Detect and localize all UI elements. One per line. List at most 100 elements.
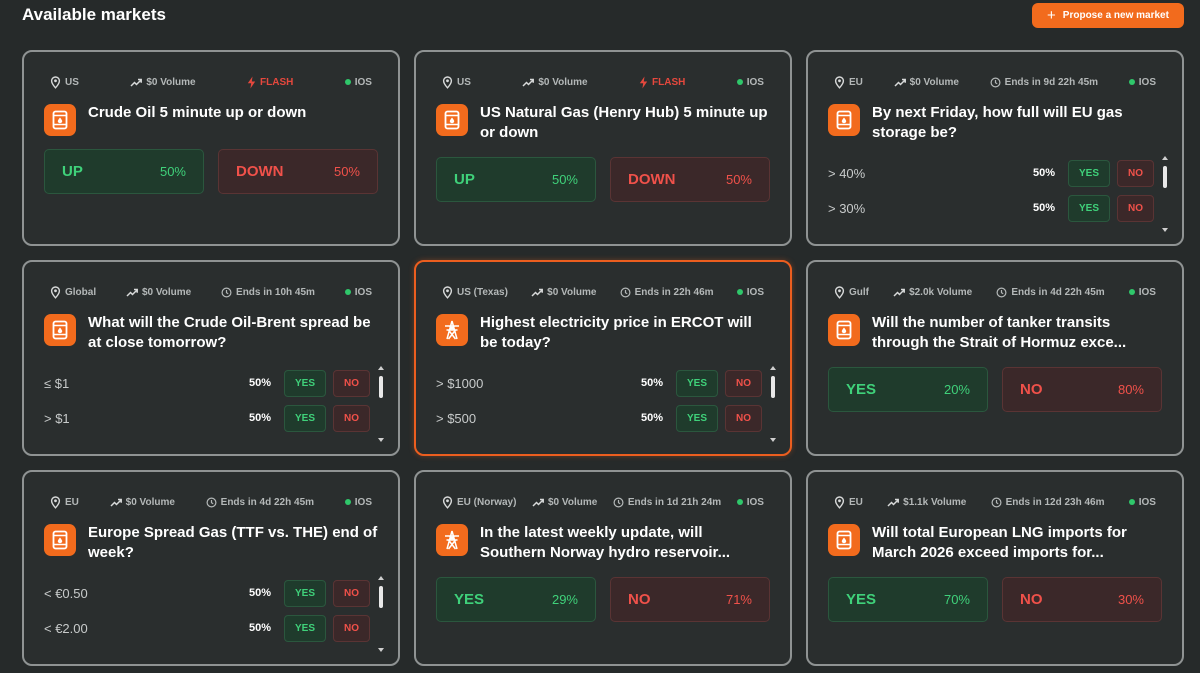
status-dot-icon (736, 79, 743, 85)
end-time: Ends in 4d 22h 45m (206, 497, 314, 508)
volume-tag: $0 Volume (130, 77, 196, 88)
scroll-down-icon[interactable] (1162, 228, 1168, 232)
buy-yes-button[interactable]: UP 50% (436, 157, 596, 202)
scroll-down-icon[interactable] (378, 648, 384, 652)
trend-up-icon (893, 288, 906, 297)
scroll-up-icon[interactable] (1162, 156, 1168, 160)
market-title: In the latest weekly update, will Southe… (480, 524, 731, 561)
trend-up-icon (894, 78, 906, 87)
buy-yes-button[interactable]: YES (1068, 194, 1110, 222)
scrollbar-thumb[interactable] (771, 376, 775, 398)
buy-no-button[interactable]: NO (1117, 194, 1154, 222)
power-tower-icon (436, 524, 468, 556)
yes-probability: 50% (159, 164, 186, 179)
volume-tag: $2.0k Volume (893, 287, 972, 298)
buy-yes-button[interactable]: YES 29% (436, 577, 596, 622)
outcome-label: > 40% (828, 165, 866, 181)
region-label: US (457, 76, 471, 88)
buy-yes-button[interactable]: YES (284, 579, 326, 607)
market-card[interactable]: EU $0 Volume Ends in 4d 22h 45m IOS Europe S… (22, 470, 400, 666)
outcomes-scrollbar[interactable] (1161, 156, 1169, 232)
status-badge: IOS (1128, 497, 1156, 508)
outcome-row: > 30% 50% YES NO (828, 194, 1154, 222)
buy-yes-button[interactable]: YES (676, 404, 718, 432)
outcome-row: < €0.50 50% YES NO (44, 579, 370, 607)
propose-market-button[interactable]: + Propose a new market (1032, 3, 1184, 28)
status-label: IOS (746, 76, 764, 88)
status-label: IOS (1138, 76, 1156, 88)
market-card[interactable]: Global $0 Volume Ends in 10h 45m IOS What wi… (22, 260, 400, 456)
scroll-up-icon[interactable] (378, 576, 384, 580)
scrollbar-thumb[interactable] (379, 586, 383, 608)
market-header: Highest electricity price in ERCOT will … (436, 314, 772, 353)
buy-no-button[interactable]: DOWN 50% (610, 157, 770, 202)
oil-barrel-icon (44, 104, 76, 136)
outcome-row: < €2.00 50% YES NO (44, 614, 370, 642)
no-probability: 71% (725, 592, 752, 607)
market-meta: EU $0 Volume Ends in 9d 22h 45m IOS (834, 75, 1156, 89)
market-card[interactable]: US (Texas) $0 Volume Ends in 22h 46m IOS Hig… (414, 260, 792, 456)
status-dot-icon (1128, 289, 1135, 295)
scrollbar-thumb[interactable] (379, 376, 383, 398)
buy-yes-button[interactable]: UP 50% (44, 149, 204, 194)
scroll-down-icon[interactable] (770, 438, 776, 442)
buy-yes-button[interactable]: YES (284, 369, 326, 397)
trend-up-icon (531, 288, 544, 297)
yes-probability: 20% (943, 382, 970, 397)
buy-no-button[interactable]: NO (333, 579, 370, 607)
outcome-probability: 50% (640, 377, 663, 389)
buy-yes-button[interactable]: YES (284, 404, 326, 432)
buy-no-button[interactable]: NO (333, 404, 370, 432)
market-meta: Gulf $2.0k Volume Ends in 4d 22h 45m IOS (834, 285, 1156, 299)
outcome-probability: 50% (248, 622, 271, 634)
clock-icon (206, 496, 217, 508)
buy-yes-button[interactable]: YES 70% (828, 577, 988, 622)
no-probability: 50% (333, 164, 360, 179)
buy-no-button[interactable]: NO 80% (1002, 367, 1162, 412)
region-tag: US (50, 75, 79, 89)
volume-label: $1.1k Volume (903, 496, 967, 508)
market-card[interactable]: US $0 Volume FLASH IOS US Natural Gas (Henry… (414, 50, 792, 246)
scroll-up-icon[interactable] (378, 366, 384, 370)
trend-up-icon (522, 78, 535, 87)
end-time-label: Ends in 9d 22h 45m (1004, 76, 1099, 88)
buy-no-button[interactable]: NO 71% (610, 577, 770, 622)
market-title: US Natural Gas (Henry Hub) 5 minute up o… (480, 104, 768, 141)
end-time: Ends in 1d 21h 24m (613, 497, 721, 508)
buy-no-button[interactable]: NO 30% (1002, 577, 1162, 622)
market-title: By next Friday, how full will EU gas sto… (872, 104, 1123, 141)
outcomes-scrollbar[interactable] (377, 366, 385, 442)
buy-yes-button[interactable]: YES (676, 369, 718, 397)
buy-no-button[interactable]: NO (1117, 159, 1154, 187)
volume-tag: $0 Volume (126, 287, 191, 298)
buy-no-button[interactable]: NO (333, 369, 370, 397)
outcomes-scrollbar[interactable] (377, 576, 385, 652)
buy-yes-button[interactable]: YES (284, 614, 326, 642)
scroll-down-icon[interactable] (378, 438, 384, 442)
trend-up-icon (110, 498, 122, 507)
market-card[interactable]: US $0 Volume FLASH IOS Crude Oil 5 minute up… (22, 50, 400, 246)
end-time-label: Ends in 12d 23h 46m (1005, 496, 1105, 508)
status-badge: IOS (344, 77, 372, 88)
market-card[interactable]: EU $1.1k Volume Ends in 12d 23h 46m IOS Will… (806, 470, 1184, 666)
status-badge: IOS (736, 76, 764, 88)
oil-barrel-icon (44, 314, 76, 346)
market-card[interactable]: EU $0 Volume Ends in 9d 22h 45m IOS By next … (806, 50, 1184, 246)
buy-no-button[interactable]: NO (725, 404, 762, 432)
region-tag: US (442, 75, 471, 89)
market-card[interactable]: Gulf $2.0k Volume Ends in 4d 22h 45m IOS Wil… (806, 260, 1184, 456)
buy-no-button[interactable]: NO (725, 369, 762, 397)
buy-yes-button[interactable]: YES (1068, 159, 1110, 187)
buy-no-button[interactable]: NO (333, 614, 370, 642)
buy-no-button[interactable]: DOWN 50% (218, 149, 378, 194)
buy-yes-button[interactable]: YES 20% (828, 367, 988, 412)
outcomes-scrollbar[interactable] (769, 366, 777, 442)
scrollbar-thumb[interactable] (1163, 166, 1167, 188)
region-tag: EU (50, 495, 79, 509)
volume-label: $0 Volume (909, 76, 959, 88)
market-header: Crude Oil 5 minute up or down (44, 104, 380, 136)
clock-icon (991, 496, 1002, 508)
volume-tag: $0 Volume (894, 77, 959, 88)
market-card[interactable]: EU (Norway) $0 Volume Ends in 1d 21h 24m IO… (414, 470, 792, 666)
scroll-up-icon[interactable] (770, 366, 776, 370)
